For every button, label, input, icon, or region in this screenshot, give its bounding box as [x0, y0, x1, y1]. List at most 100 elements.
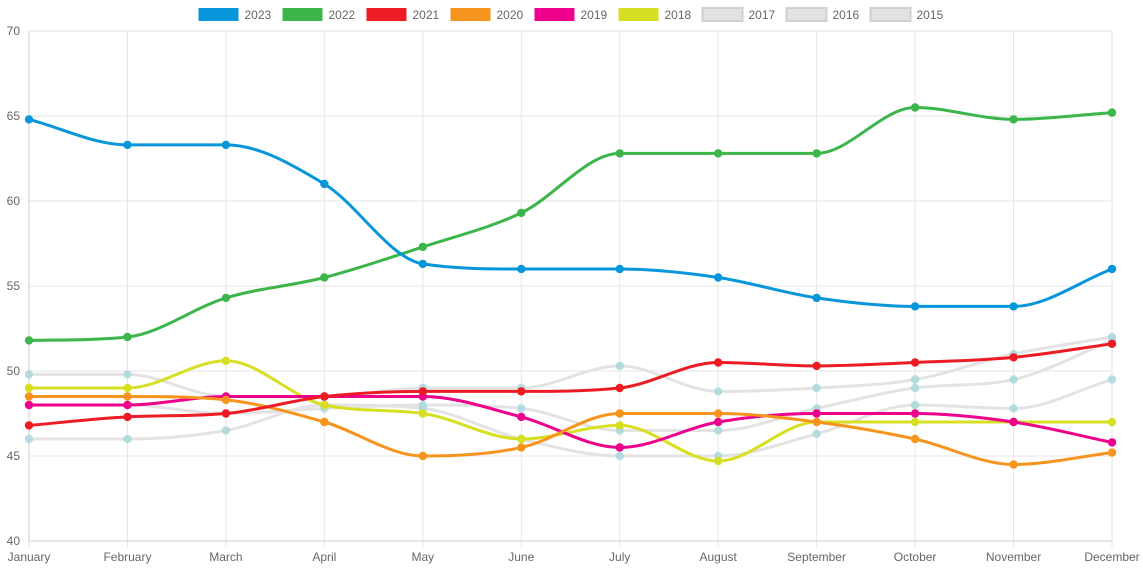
data-point [123, 370, 132, 379]
data-point [615, 149, 624, 158]
legend-label: 2018 [665, 8, 692, 22]
data-point [615, 451, 624, 461]
data-point [1107, 438, 1117, 447]
data-point [615, 421, 624, 430]
data-point [517, 387, 526, 396]
x-tick-label: September [787, 550, 846, 564]
grid [28, 30, 1113, 547]
data-point [24, 336, 34, 345]
legend-swatch [869, 7, 912, 22]
data-point [418, 387, 428, 396]
data-point [517, 404, 526, 413]
legend-label: 2023 [245, 8, 272, 22]
data-point [812, 409, 821, 418]
legend-item-2018: 2018 [618, 8, 692, 22]
series-line-2016 [29, 339, 1113, 433]
data-point [615, 409, 624, 418]
data-point [1009, 302, 1018, 311]
x-tick-label: March [209, 550, 242, 564]
data-point [123, 332, 132, 342]
series-2020 [24, 392, 1117, 469]
series-2022 [24, 103, 1117, 345]
data-point [320, 400, 329, 410]
data-point [418, 451, 428, 461]
series-line-2022 [28, 106, 1113, 342]
legend-label: 2019 [581, 8, 608, 22]
legend-label: 2017 [749, 8, 776, 22]
legend-item-2016: 2016 [785, 7, 860, 22]
x-tick-label: October [894, 550, 937, 564]
data-point [123, 400, 132, 410]
data-point [713, 426, 723, 435]
data-point [910, 417, 920, 427]
data-point [713, 149, 723, 158]
data-point [123, 392, 132, 401]
data-point [1107, 108, 1117, 117]
data-point [517, 443, 526, 452]
data-point [517, 434, 526, 444]
data-point [812, 293, 821, 303]
data-point [910, 358, 920, 367]
data-point [1009, 115, 1018, 124]
data-point [123, 434, 132, 444]
legend-label: 2015 [917, 8, 944, 22]
series-line-2021 [28, 342, 1113, 427]
legend-swatch [198, 8, 239, 21]
data-point [123, 412, 132, 422]
series-line-2023 [28, 117, 1113, 308]
data-point [812, 361, 821, 371]
legend-item-2023: 2023 [198, 8, 272, 22]
data-point [713, 387, 723, 396]
data-point [910, 383, 920, 393]
series-line-2017 [29, 335, 1113, 399]
data-point [24, 370, 34, 379]
data-point [1107, 264, 1117, 274]
legend-swatch [534, 8, 575, 21]
data-point [910, 409, 920, 418]
legend-swatch [618, 8, 659, 21]
series-2023 [24, 115, 1117, 311]
data-point [517, 208, 526, 218]
data-point [615, 383, 624, 393]
data-point [812, 149, 821, 158]
data-point [812, 383, 821, 393]
data-point [24, 421, 34, 430]
legend-swatch [450, 8, 491, 21]
legend-swatch [701, 7, 744, 22]
legend-label: 2022 [329, 8, 356, 22]
legend-swatch [785, 7, 828, 22]
legend-item-2019: 2019 [534, 8, 608, 22]
data-point [24, 392, 34, 401]
data-point [418, 409, 428, 418]
data-point [221, 395, 231, 405]
x-tick-label: February [103, 550, 151, 564]
legend-item-2021: 2021 [366, 8, 440, 22]
data-point [910, 434, 920, 444]
data-point [910, 400, 920, 410]
data-point [910, 103, 920, 112]
y-tick-label: 55 [7, 279, 21, 293]
data-point [910, 375, 920, 384]
y-tick-label: 45 [7, 449, 21, 463]
data-point [517, 412, 526, 422]
data-point [418, 259, 428, 269]
data-point [713, 456, 723, 466]
data-point [418, 242, 428, 252]
data-point [24, 115, 34, 124]
x-tick-label: November [986, 550, 1041, 564]
legend-label: 2020 [497, 8, 524, 22]
y-tick-label: 70 [7, 24, 21, 38]
legend-item-2020: 2020 [450, 8, 524, 22]
data-point [615, 443, 624, 452]
data-point [221, 409, 231, 418]
y-tick-label: 65 [7, 109, 21, 123]
data-point [1107, 339, 1117, 348]
data-point [24, 434, 34, 444]
data-point [123, 383, 132, 393]
data-point [1009, 353, 1018, 362]
data-point [713, 358, 723, 367]
data-point [320, 392, 329, 401]
data-point [713, 273, 723, 282]
data-point [221, 293, 231, 303]
data-point [910, 302, 920, 311]
